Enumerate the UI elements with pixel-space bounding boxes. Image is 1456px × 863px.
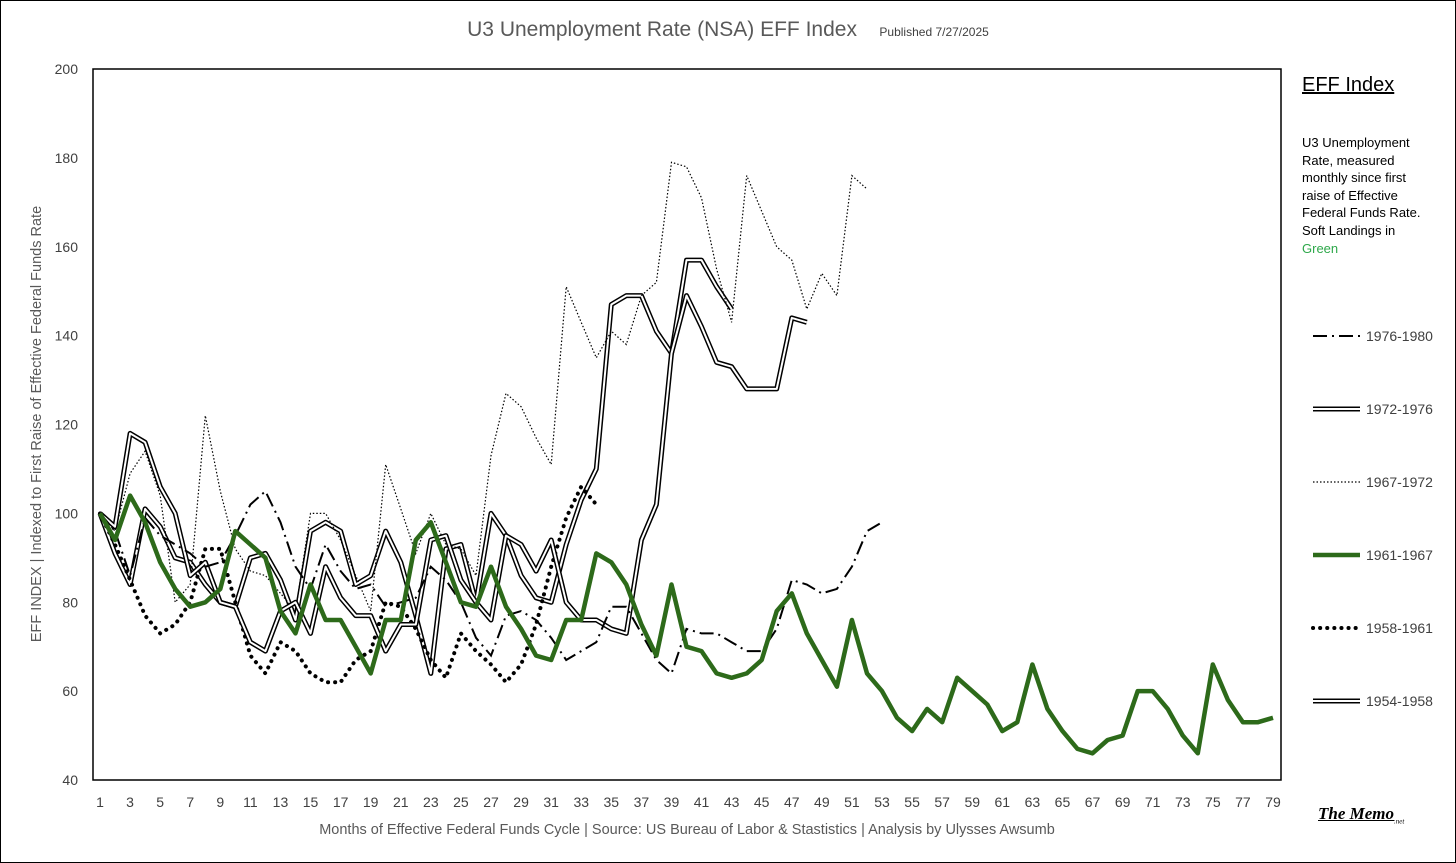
x-axis-label: Months of Effective Federal Funds Cycle …: [319, 822, 1055, 838]
y-tick-label: 100: [55, 505, 79, 521]
legend-item: 1967-1972: [1313, 474, 1433, 490]
x-tick-label: 11: [243, 794, 258, 810]
x-tick-label: 39: [664, 794, 680, 810]
x-tick-label: 13: [273, 794, 289, 810]
legend-label: 1972-1976: [1366, 401, 1433, 417]
legend-item: 1958-1961: [1311, 620, 1433, 636]
x-tick-label: 1: [96, 794, 104, 810]
x-tick-label: 65: [1055, 794, 1071, 810]
x-tick-label: 15: [303, 794, 319, 810]
x-tick-label: 79: [1265, 794, 1281, 810]
x-tick-label: 77: [1235, 794, 1251, 810]
legend-item: 1976-1980: [1313, 328, 1433, 344]
x-tick-label: 9: [216, 794, 224, 810]
x-tick-label: 61: [995, 794, 1011, 810]
y-tick-label: 120: [55, 417, 79, 433]
legend-label: 1958-1961: [1366, 620, 1433, 636]
x-tick-label: 19: [363, 794, 379, 810]
series-1958-1961: [98, 483, 599, 686]
memo-logo-text: The Memo: [1318, 804, 1395, 823]
x-tick-label: 25: [453, 794, 469, 810]
chart-title-block: U3 Unemployment Rate (NSA) EFF Index Pub…: [0, 18, 1456, 42]
legend-label: 1976-1980: [1366, 328, 1433, 344]
x-tick-label: 63: [1025, 794, 1041, 810]
x-tick-label: 33: [573, 794, 589, 810]
series-1972-1976: [98, 293, 808, 654]
x-tick-label: 75: [1205, 794, 1221, 810]
legend-label: 1954-1958: [1366, 693, 1433, 709]
x-tick-label: 3: [126, 794, 134, 810]
published-date: Published 7/27/2025: [879, 25, 989, 39]
y-tick-label: 140: [55, 328, 79, 344]
legend-item: 1972-1976: [1313, 401, 1433, 417]
y-axis-label: EFF INDEX | Indexed to First Raise of Ef…: [29, 206, 45, 642]
side-panel-highlight: Green: [1302, 240, 1339, 256]
y-tick-label: 200: [55, 61, 79, 77]
x-tick-label: 59: [964, 794, 980, 810]
series-1961-1967: [98, 493, 1274, 756]
x-tick-label: 55: [904, 794, 920, 810]
x-tick-label: 23: [423, 794, 439, 810]
x-tick-label: 7: [186, 794, 194, 810]
x-tick-label: 21: [393, 794, 409, 810]
x-tick-label: 43: [724, 794, 740, 810]
x-tick-label: 27: [483, 794, 499, 810]
legend-label: 1967-1972: [1366, 474, 1433, 490]
x-tick-label: 37: [634, 794, 650, 810]
chart-title: U3 Unemployment Rate (NSA) EFF Index: [467, 18, 857, 41]
y-tick-label: 40: [62, 772, 78, 788]
x-tick-label: 5: [156, 794, 164, 810]
x-tick-label: 41: [694, 794, 710, 810]
legend-label: 1961-1967: [1366, 547, 1433, 563]
x-tick-label: 45: [754, 794, 770, 810]
x-tick-label: 53: [874, 794, 890, 810]
x-tick-label: 69: [1115, 794, 1131, 810]
series-line: [98, 493, 1274, 756]
y-tick-label: 160: [55, 239, 79, 255]
y-tick-label: 80: [62, 594, 78, 610]
memo-logo: The Memo.net: [1318, 804, 1404, 825]
x-tick-label: 71: [1145, 794, 1161, 810]
memo-logo-suffix: .net: [1394, 817, 1405, 826]
series-1967-1972: [99, 161, 868, 613]
x-tick-label: 49: [814, 794, 830, 810]
y-tick-label: 60: [62, 683, 78, 699]
side-panel-description: U3 Unemployment Rate, measured monthly s…: [1302, 134, 1432, 257]
series-line: [99, 161, 868, 613]
x-tick-label: 31: [543, 794, 559, 810]
side-panel-heading: EFF Index: [1302, 74, 1395, 96]
x-tick-label: 67: [1085, 794, 1101, 810]
x-tick-label: 51: [844, 794, 860, 810]
plot-area: [92, 68, 1282, 781]
x-tick-label: 17: [333, 794, 349, 810]
legend-item: 1954-1958: [1313, 693, 1433, 709]
x-tick-label: 57: [934, 794, 950, 810]
side-panel-description-text: U3 Unemployment Rate, measured monthly s…: [1302, 135, 1421, 238]
x-tick-label: 35: [604, 794, 620, 810]
series-line-inner: [99, 294, 808, 653]
y-tick-label: 180: [55, 150, 79, 166]
series-line: [98, 483, 599, 686]
x-tick-label: 73: [1175, 794, 1191, 810]
x-tick-label: 29: [513, 794, 529, 810]
legend-item: 1961-1967: [1313, 547, 1433, 563]
x-tick-label: 47: [784, 794, 800, 810]
